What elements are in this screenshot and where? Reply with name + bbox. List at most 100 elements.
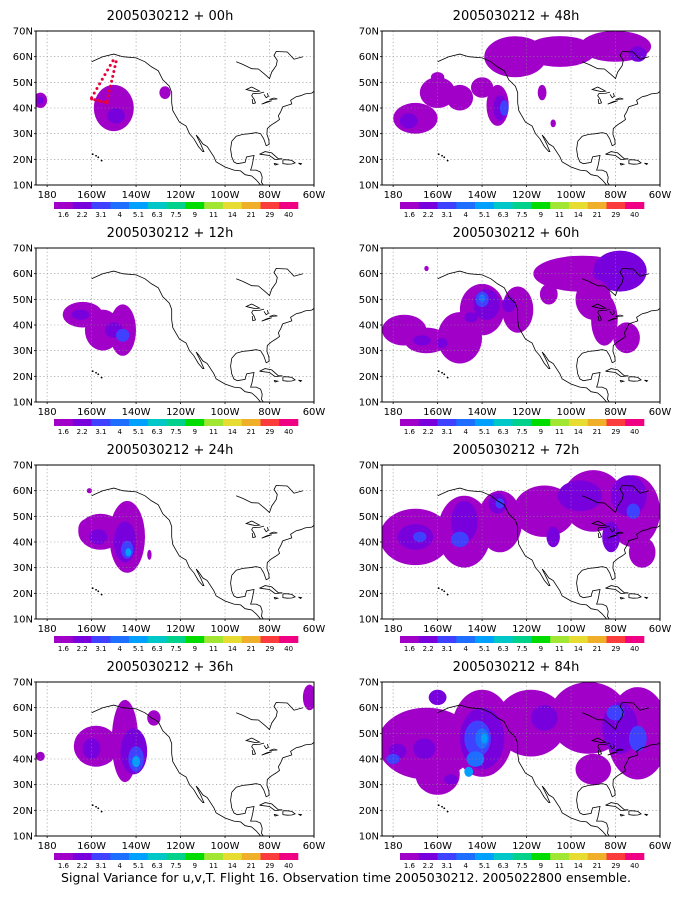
lon-tick-label: 140W	[122, 841, 151, 852]
colorbar-swatch	[129, 202, 149, 209]
island	[446, 159, 449, 162]
colorbar-swatch	[110, 202, 130, 209]
panel-title: 2005030212 + 36h	[106, 660, 234, 675]
lat-tick-label: 30N	[359, 346, 379, 357]
island	[100, 810, 103, 813]
variance-contour	[613, 322, 640, 354]
lon-tick-label: 80W	[258, 190, 281, 201]
coastline	[582, 485, 650, 514]
flight-track-point	[93, 98, 97, 102]
lon-tick-label: 120W	[512, 624, 541, 635]
lat-tick-label: 50N	[359, 295, 379, 306]
map-plot: 70N 60N 50N 40N 30N 20N 10N 180 160W 140W 120W 100W…	[13, 461, 326, 654]
lat-tick-label: 60N	[359, 269, 379, 280]
coastline	[263, 526, 269, 533]
variance-contour	[107, 108, 125, 124]
lon-tick-label: 160W	[423, 407, 452, 418]
variance-contour	[550, 119, 556, 128]
colorbar-swatch	[568, 636, 588, 643]
colorbar-label: 29	[265, 862, 274, 870]
colorbar-swatch	[400, 853, 420, 860]
colorbar-label: 9	[539, 211, 543, 219]
variance-contour	[159, 86, 171, 99]
plot-area	[36, 682, 314, 836]
variance-contour	[546, 526, 560, 548]
colorbar-label: 2.2	[77, 428, 88, 436]
variance-contour	[628, 46, 647, 62]
colorbar-swatch	[568, 853, 588, 860]
coastline	[577, 90, 660, 147]
lon-tick-label: 80W	[604, 407, 627, 418]
island	[443, 156, 446, 159]
coastline	[605, 802, 629, 812]
colorbar-swatch	[531, 636, 551, 643]
plot-area	[36, 248, 314, 402]
colorbar-swatch	[456, 853, 476, 860]
coastline	[590, 737, 607, 744]
lat-tick-label: 10N	[359, 181, 379, 192]
colorbar-swatch	[512, 853, 532, 860]
coastline	[236, 268, 304, 297]
colorbar-swatch	[129, 636, 149, 643]
coastline	[231, 524, 314, 581]
colorbar-label: 9	[193, 645, 197, 653]
lat-tick-label: 50N	[13, 729, 33, 740]
panel-title: 2005030212 + 60h	[452, 226, 580, 241]
variance-contour	[424, 265, 429, 272]
colorbar-label: 7.5	[170, 211, 181, 219]
colorbar-swatch	[260, 419, 280, 426]
lon-tick-label: 180	[38, 407, 57, 418]
island	[100, 376, 103, 379]
lon-tick-label: 80W	[258, 841, 281, 852]
colorbar-label: 40	[630, 211, 639, 219]
coastline	[273, 597, 280, 600]
colorbar-swatch	[418, 636, 438, 643]
colorbar-label: 5.1	[133, 862, 144, 870]
coastline	[261, 751, 272, 756]
colorbar-label: 40	[630, 862, 639, 870]
lat-tick-label: 60N	[359, 703, 379, 714]
colorbar-label: 6.3	[498, 428, 509, 436]
flight-track-point	[108, 63, 112, 67]
coastline	[577, 524, 660, 581]
colorbar-swatch	[437, 419, 457, 426]
variance-contour	[413, 335, 431, 346]
flight-track-point	[90, 97, 94, 101]
colorbar-swatch	[493, 636, 513, 643]
colorbar-swatch	[72, 202, 92, 209]
coastline	[244, 86, 261, 93]
variance-contour	[477, 490, 523, 553]
lon-tick-label: 160W	[423, 190, 452, 201]
colorbar-swatch	[550, 202, 570, 209]
coastline	[251, 525, 265, 539]
variance-contour	[116, 328, 130, 342]
colorbar-label: 7.5	[516, 428, 527, 436]
coastline	[576, 358, 610, 402]
colorbar-swatch	[241, 202, 261, 209]
lon-tick-label: 120W	[166, 841, 195, 852]
colorbar-label: 4	[117, 211, 122, 219]
map-plot: 70N 60N 50N 40N 30N 20N 10N 180 160W 140W 120W 100W…	[359, 244, 672, 437]
colorbar-swatch	[587, 853, 607, 860]
colorbar-swatch	[204, 419, 224, 426]
island	[97, 156, 100, 159]
lat-tick-label: 40N	[359, 755, 379, 766]
coastline	[91, 270, 261, 402]
island	[446, 593, 449, 596]
colorbar-label: 6.3	[152, 428, 163, 436]
variance-contour	[464, 312, 478, 323]
coastline	[273, 814, 280, 817]
lon-tick-label: 180	[384, 407, 403, 418]
coastline	[230, 792, 264, 836]
island	[91, 587, 94, 590]
coastline	[597, 742, 611, 756]
colorbar-swatch	[531, 419, 551, 426]
map-frame	[35, 681, 315, 837]
coastline	[230, 575, 264, 619]
colorbar-swatch	[72, 853, 92, 860]
variance-contour	[82, 738, 101, 759]
lon-tick-label: 140W	[468, 190, 497, 201]
colorbar-swatch	[54, 202, 74, 209]
lon-tick-label: 80W	[604, 190, 627, 201]
coastline	[605, 368, 629, 378]
